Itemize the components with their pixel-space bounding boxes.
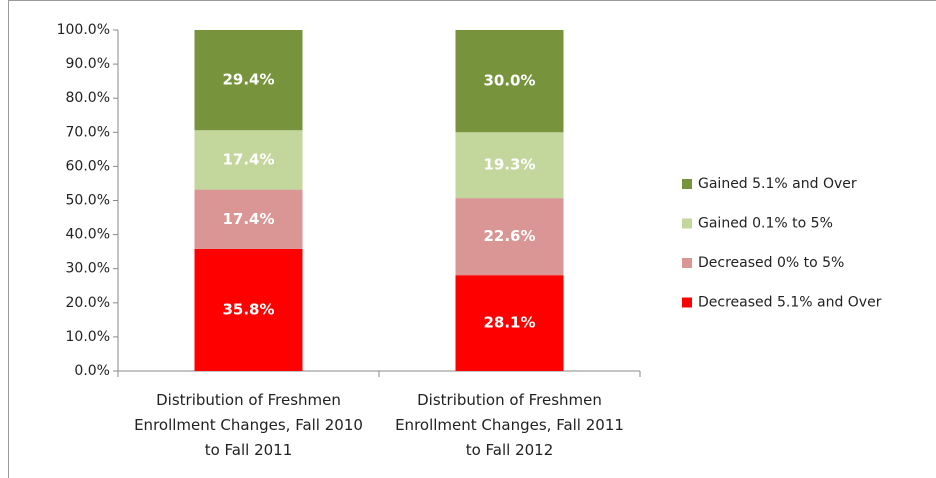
- legend-swatch: [682, 297, 692, 308]
- legend-label: Decreased 5.1% and Over: [698, 295, 882, 311]
- y-tick-label: 20.0%: [66, 295, 110, 311]
- data-label: 35.8%: [222, 300, 274, 318]
- bar-segment: [194, 248, 303, 371]
- bar-segment: [455, 275, 564, 371]
- y-tick-label: 10.0%: [66, 329, 110, 345]
- x-tick-label: Distribution of Freshmen Enrollment Chan…: [134, 391, 363, 459]
- bar-segment: [455, 132, 564, 199]
- data-label: 19.3%: [483, 156, 535, 174]
- y-tick-label: 30.0%: [66, 261, 110, 277]
- legend-label: Gained 5.1% and Over: [698, 176, 857, 192]
- y-tick-label: 40.0%: [66, 227, 110, 243]
- y-tick-label: 60.0%: [66, 158, 110, 174]
- bar-segment: [194, 130, 303, 190]
- bar-segment: [194, 30, 303, 131]
- y-tick-label: 100.0%: [57, 22, 110, 38]
- legend-label: Gained 0.1% to 5%: [698, 216, 833, 232]
- bar-segment: [455, 198, 564, 276]
- legend-label: Decreased 0% to 5%: [698, 255, 844, 271]
- data-label: 22.6%: [483, 227, 535, 245]
- chart-border: [8, 0, 936, 478]
- y-tick-label: 70.0%: [66, 124, 110, 140]
- y-tick-label: 80.0%: [66, 90, 110, 106]
- data-label: 17.4%: [222, 150, 274, 168]
- y-tick-label: 50.0%: [66, 193, 110, 209]
- data-label: 28.1%: [483, 314, 535, 332]
- legend-swatch: [682, 179, 692, 189]
- y-tick-label: 90.0%: [66, 56, 110, 72]
- data-label: 30.0%: [483, 72, 535, 90]
- legend-swatch: [682, 218, 692, 229]
- data-label: 29.4%: [222, 71, 274, 89]
- x-tick-label: Distribution of Freshmen Enrollment Chan…: [395, 391, 624, 459]
- y-tick-label: 0.0%: [74, 363, 110, 379]
- bar-segment: [194, 189, 303, 249]
- bar-segment: [455, 30, 564, 133]
- legend-swatch: [682, 258, 692, 268]
- data-label: 17.4%: [222, 210, 274, 228]
